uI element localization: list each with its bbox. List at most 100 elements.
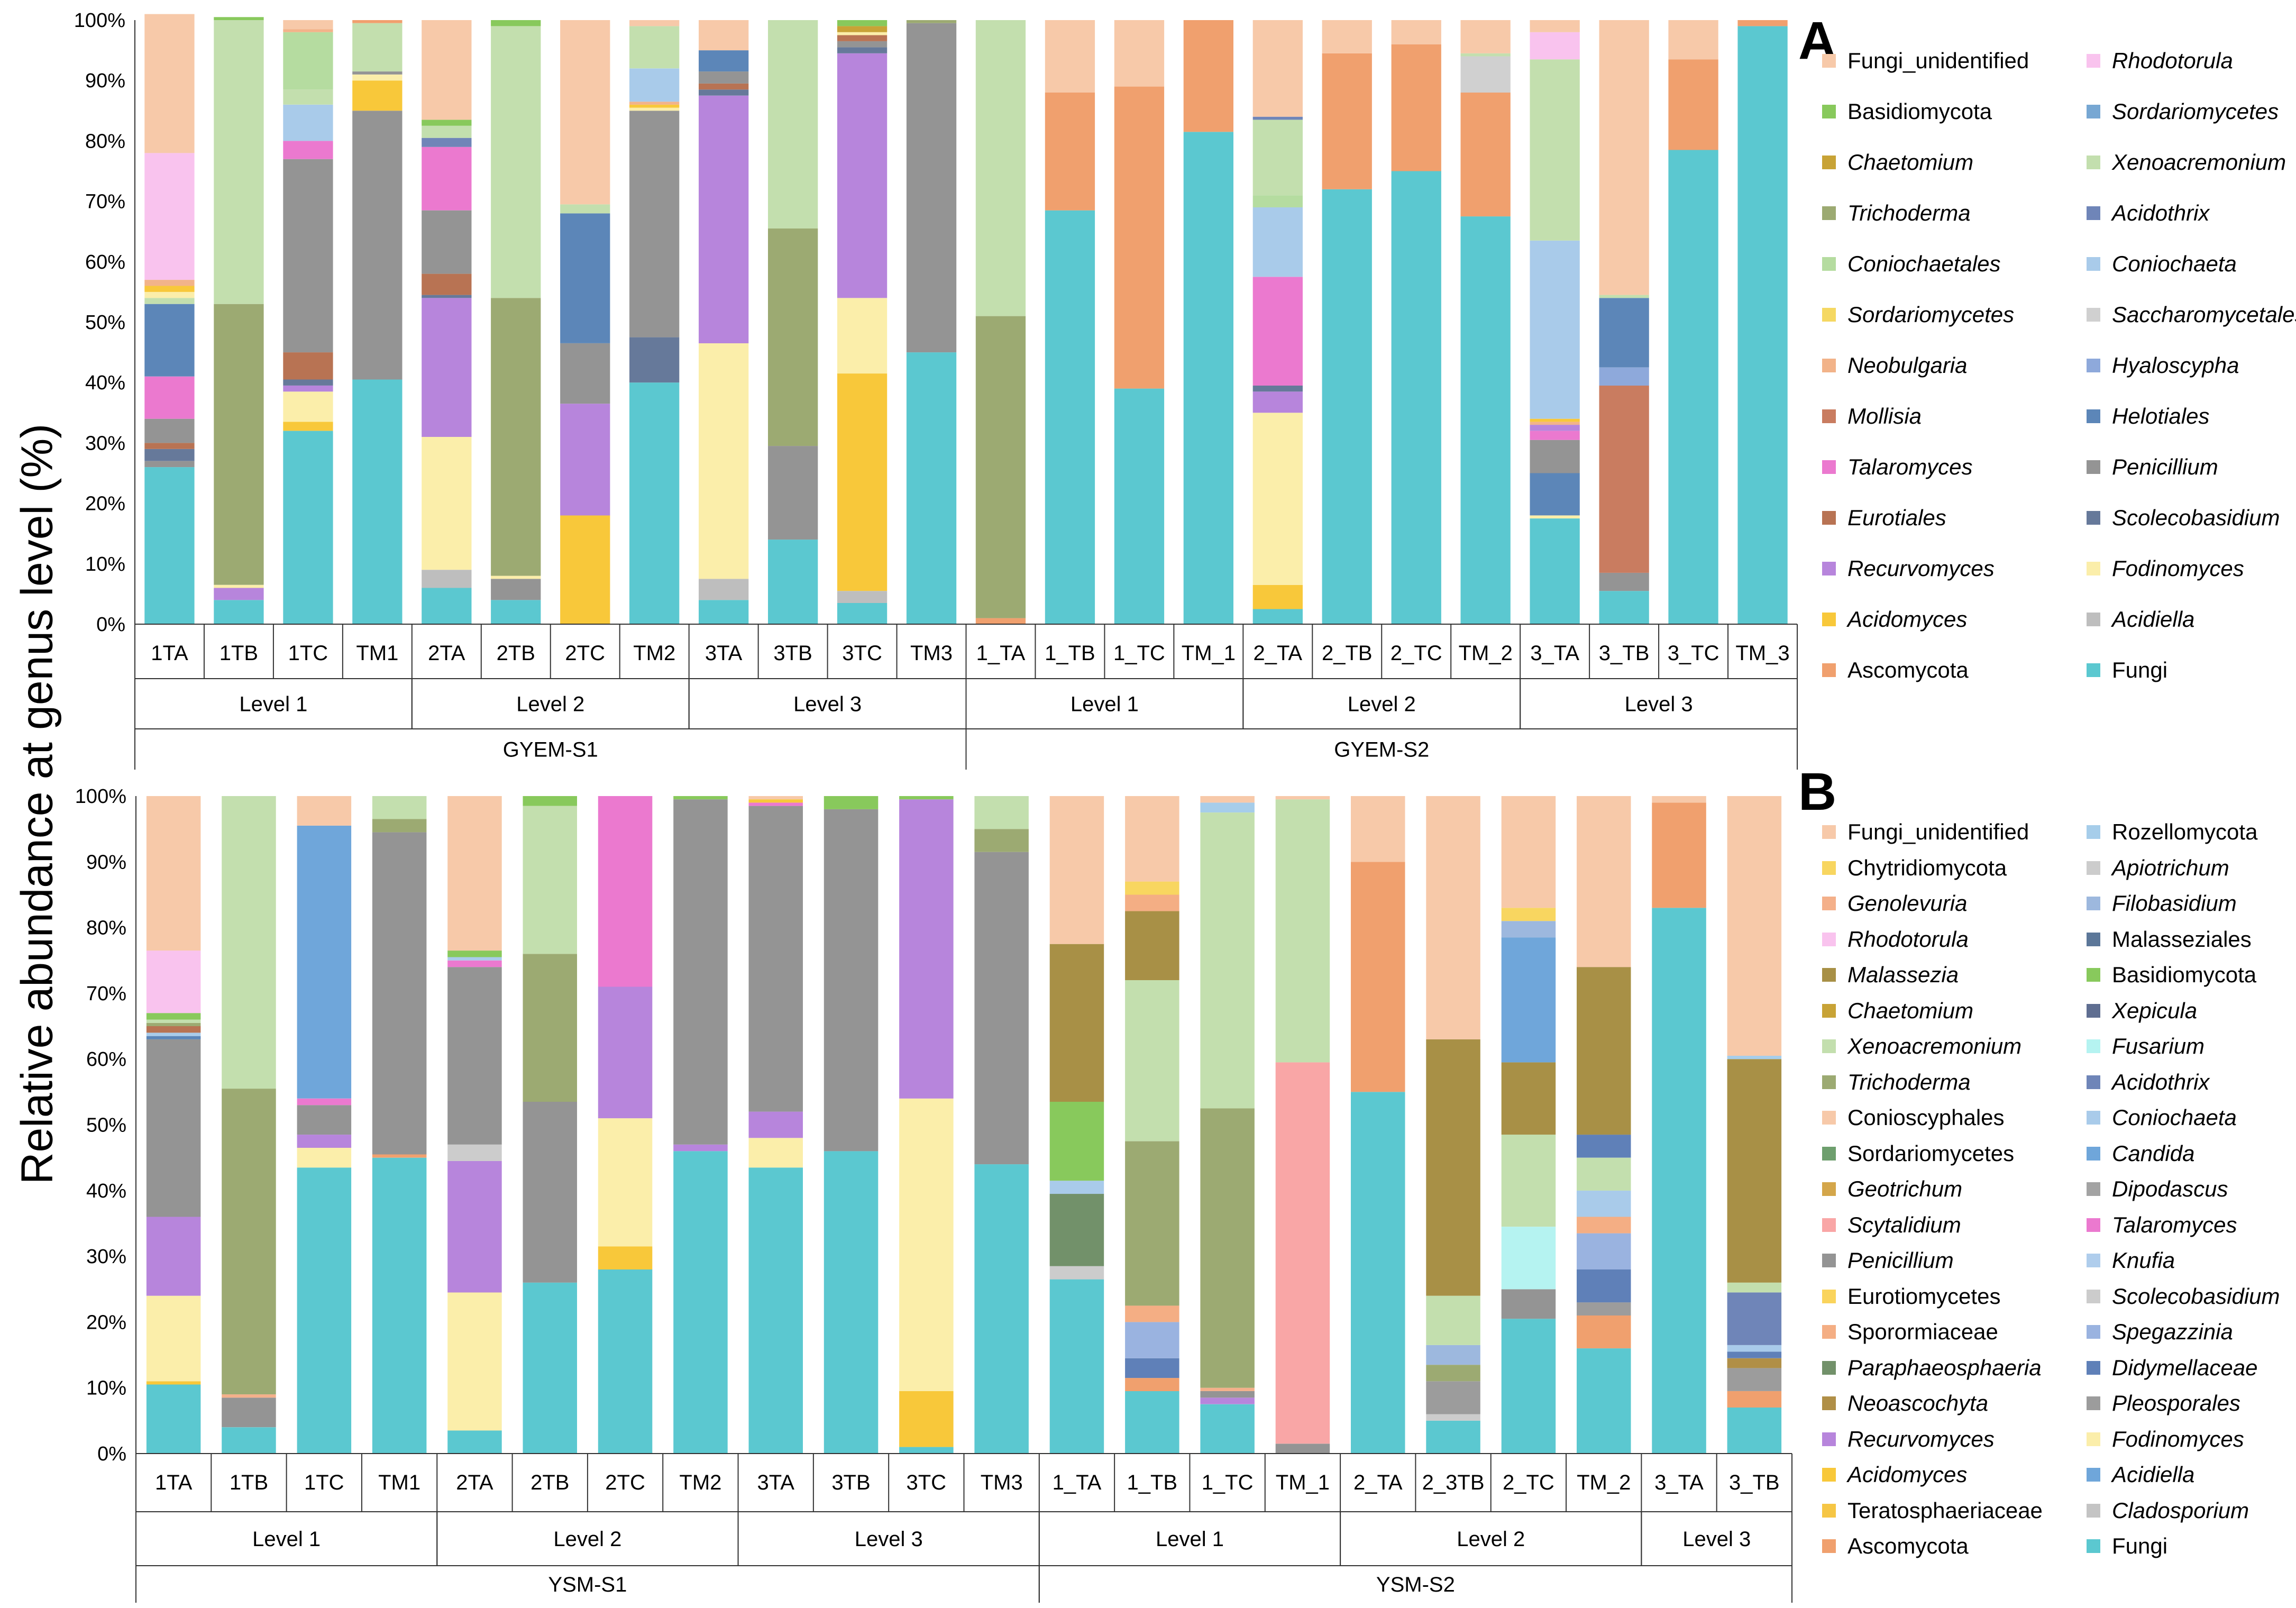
- legend-label: Eurotiomycetes: [1847, 1283, 2001, 1309]
- legend-label: Rozellomycota: [2112, 819, 2258, 844]
- bar-segment-recurvomyces: [422, 298, 472, 437]
- bar-segment-fungi_unidentified: [1275, 796, 1330, 800]
- legend-item: Fungi: [2087, 654, 2167, 686]
- bar-segment-coniochaeta: [146, 1033, 201, 1036]
- legend-item: Basidiomycota: [1822, 96, 1992, 127]
- bar-segment-fodinomyces: [491, 575, 541, 579]
- legend-item: Acidothrix: [2087, 1066, 2209, 1098]
- bar-segment-malassezia: [1501, 1062, 1556, 1135]
- bar-segment-fodinomyces: [297, 1148, 352, 1168]
- legend-swatch: [1822, 359, 1836, 372]
- legend-label: Fodinomyces: [2112, 556, 2244, 581]
- bar-segment-fungi_unidentified: [699, 20, 749, 51]
- bar-segment-fungi: [899, 1447, 954, 1454]
- bar-segment-xenoacremonium: [1125, 980, 1179, 1141]
- legend-item: Hyaloscypha: [2087, 350, 2239, 381]
- legend-label: Neoascochyta: [1847, 1391, 1989, 1415]
- bar-segment-mollisia: [1599, 385, 1649, 573]
- bar-segment-didymellaceae: [1577, 1269, 1631, 1303]
- bar-segment-helotiales: [144, 304, 195, 377]
- legend-label: Acidomyces: [1847, 607, 1968, 632]
- bar-segment-paraphaeosphaeria: [1049, 1194, 1104, 1266]
- bar-segment-coniochaeta: [283, 104, 333, 141]
- bar-segment-fungi: [297, 1167, 352, 1454]
- bar-segment-didymellaceae: [1125, 1358, 1179, 1378]
- x-tick-label: 1TA: [155, 1471, 193, 1494]
- legend-swatch: [1822, 409, 1836, 423]
- legend-label: Acidomyces: [1847, 1462, 1968, 1487]
- y-tick-label: 90%: [86, 851, 126, 873]
- legend-swatch: [2087, 1003, 2100, 1018]
- bar-segment-fungi_unidentified: [447, 796, 502, 951]
- legend-swatch: [1822, 1075, 1836, 1089]
- legend-swatch: [2087, 1468, 2100, 1482]
- legend-item: Xenoacremonium: [1822, 1030, 2021, 1062]
- x-tick-label: TM_1: [1182, 642, 1236, 665]
- legend-item: Fungi: [2087, 1530, 2167, 1562]
- legend-label: Neobulgaria: [1847, 353, 1968, 378]
- bar-segment-penicillium: [699, 71, 749, 84]
- legend-swatch: [1822, 1432, 1836, 1446]
- legend-label: Penicillium: [2112, 454, 2218, 479]
- bar-segment-penicillium: [1200, 1391, 1255, 1398]
- bar-segment-scytalidium: [1275, 1062, 1330, 1444]
- legend-label: Scytalidium: [1847, 1212, 1961, 1237]
- legend-item: Genolevuria: [1822, 888, 1967, 919]
- bar-segment-rozellomycota: [1200, 802, 1255, 812]
- bar-segment-fungi: [974, 1164, 1029, 1454]
- bar-segment-penicillium: [974, 852, 1029, 1165]
- bar-segment-ascomycota: [975, 618, 1026, 624]
- x-tick-label: TM_3: [1735, 642, 1789, 665]
- bar-segment-rhodotorula: [146, 951, 201, 1013]
- bar-segment-penicillium: [906, 23, 957, 353]
- legend-item: Geotrichum: [1822, 1173, 1962, 1205]
- bar-segment-talaromyces: [283, 141, 333, 159]
- x-tick-label: TM3: [910, 642, 953, 665]
- legend-item: Talaromyces: [1822, 451, 1973, 483]
- bar-segment-xenoacremonium: [1501, 1135, 1556, 1227]
- bar-segment-xenoacremonium: [768, 20, 818, 229]
- x-tick-label: 2_TC: [1391, 642, 1442, 665]
- legend-label: Ascomycota: [1847, 657, 1969, 682]
- legend-swatch: [2087, 663, 2100, 677]
- bar-segment-sporormiaceae: [1125, 894, 1179, 911]
- legend-label: Mollisia: [1847, 404, 1922, 428]
- bar-segment-pleosporales: [1577, 1302, 1631, 1315]
- bar-segment-penicillium: [352, 71, 403, 75]
- bar-segment-fungi_unidentified: [1045, 20, 1095, 93]
- legend-item: Coniochaetales: [1822, 248, 2001, 280]
- bar-segment-fungi: [214, 600, 264, 624]
- legend-swatch: [1822, 897, 1836, 910]
- bar-segment-fungi: [1183, 132, 1233, 625]
- legend-item: Conioscyphales: [1822, 1102, 2005, 1134]
- bar-segment-basidiomycota: [523, 796, 577, 806]
- bar-segment-fungi_unidentified: [1322, 20, 1372, 53]
- legend-label: Scolecobasidium: [2112, 505, 2280, 530]
- bar-segment-neobulgaria: [1530, 422, 1580, 425]
- bar-segment-basidiomycota: [214, 17, 264, 20]
- bar-segment-penicillium: [1501, 1289, 1556, 1319]
- y-tick-label: 70%: [85, 191, 125, 213]
- bar-segment-fungi: [1391, 171, 1441, 624]
- legend-item: Chaetomium: [1822, 995, 1973, 1027]
- bar-segment-coniochaetales: [1252, 195, 1303, 207]
- bar-segment-coniochaeta: [1727, 1345, 1782, 1352]
- legend-item: Fungi_unidentified: [1822, 45, 2029, 77]
- legend-label: Recurvomyces: [1847, 1426, 1995, 1451]
- legend-item: Scolecobasidium: [2087, 1281, 2280, 1312]
- site-label: YSM-S1: [548, 1573, 627, 1596]
- legend-label: Sordariomycetes: [2112, 99, 2279, 124]
- bar-segment-acidothrix: [1727, 1292, 1782, 1345]
- bar-segment-acidomyces: [748, 799, 803, 803]
- x-tick-label: 2_3TB: [1422, 1471, 1485, 1494]
- bar-segment-pleosporales: [1426, 1381, 1480, 1414]
- legend-item: Acidiella: [2087, 604, 2194, 635]
- y-tick-label: 30%: [86, 1246, 126, 1268]
- legend-swatch: [1822, 1146, 1836, 1161]
- bar-segment-fungi_unidentified: [1200, 796, 1255, 803]
- legend-swatch: [1822, 308, 1836, 322]
- bar-segment-scolecobasidium: [422, 295, 472, 298]
- bar-segment-ascomycota: [1322, 53, 1372, 189]
- legend-label: Conioscyphales: [1847, 1105, 2005, 1130]
- bar-segment-neobulgaria: [629, 102, 680, 105]
